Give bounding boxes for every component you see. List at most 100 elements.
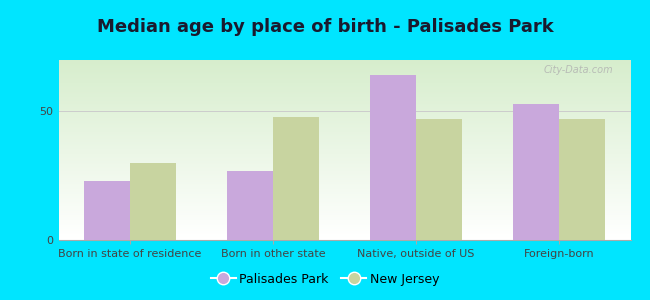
Bar: [58, 186, 630, 187]
Bar: [58, 184, 630, 185]
Bar: [58, 203, 630, 204]
Bar: [58, 220, 630, 221]
Bar: [58, 207, 630, 208]
Bar: [58, 162, 630, 163]
Bar: [58, 209, 630, 210]
Bar: [58, 118, 630, 119]
Bar: [58, 61, 630, 62]
Bar: [58, 151, 630, 152]
Bar: [58, 164, 630, 165]
Bar: [58, 130, 630, 131]
Bar: [58, 124, 630, 125]
Bar: [58, 81, 630, 82]
Bar: [58, 135, 630, 136]
Bar: [130, 163, 176, 240]
Bar: [58, 122, 630, 123]
Bar: [58, 64, 630, 65]
Bar: [273, 117, 318, 240]
Bar: [58, 219, 630, 220]
Bar: [58, 84, 630, 85]
Bar: [58, 94, 630, 95]
Bar: [58, 154, 630, 155]
Bar: [58, 155, 630, 156]
Bar: [58, 132, 630, 133]
Bar: [58, 221, 630, 222]
Bar: [58, 159, 630, 160]
Bar: [58, 153, 630, 154]
Bar: [58, 120, 630, 121]
Bar: [58, 139, 630, 140]
Bar: [58, 104, 630, 105]
Bar: [58, 72, 630, 73]
Bar: [58, 229, 630, 230]
Bar: [58, 148, 630, 149]
Bar: [58, 113, 630, 114]
Bar: [58, 93, 630, 94]
Bar: [58, 108, 630, 109]
Bar: [58, 129, 630, 130]
Bar: [58, 123, 630, 124]
Bar: [58, 78, 630, 79]
Bar: [58, 138, 630, 139]
Bar: [58, 194, 630, 195]
Bar: [514, 104, 559, 240]
Bar: [58, 71, 630, 72]
Bar: [58, 90, 630, 91]
Bar: [58, 119, 630, 120]
Bar: [58, 201, 630, 202]
Bar: [58, 195, 630, 196]
Bar: [58, 228, 630, 229]
Bar: [58, 197, 630, 198]
Bar: [58, 143, 630, 144]
Bar: [58, 205, 630, 206]
Bar: [58, 89, 630, 90]
Bar: [58, 183, 630, 184]
Bar: [559, 119, 604, 240]
Bar: [58, 176, 630, 177]
Bar: [58, 227, 630, 228]
Bar: [58, 202, 630, 203]
Bar: [58, 140, 630, 141]
Bar: [58, 233, 630, 234]
Bar: [58, 118, 630, 119]
Bar: [84, 181, 130, 240]
Bar: [58, 141, 630, 142]
Bar: [58, 150, 630, 151]
Bar: [58, 217, 630, 218]
Bar: [58, 230, 630, 231]
Bar: [58, 226, 630, 227]
Bar: [58, 218, 630, 219]
Bar: [58, 169, 630, 170]
Bar: [58, 137, 630, 138]
Bar: [58, 173, 630, 174]
Bar: [58, 234, 630, 235]
Bar: [58, 107, 630, 108]
Bar: [58, 134, 630, 135]
Bar: [58, 189, 630, 190]
Bar: [58, 213, 630, 214]
Bar: [58, 178, 630, 179]
Bar: [58, 62, 630, 63]
Bar: [58, 106, 630, 107]
Bar: [58, 92, 630, 93]
Bar: [58, 172, 630, 173]
Bar: [58, 238, 630, 239]
Bar: [58, 214, 630, 215]
Bar: [58, 85, 630, 86]
Bar: [58, 100, 630, 101]
Bar: [58, 103, 630, 104]
Bar: [58, 102, 630, 103]
Text: Median age by place of birth - Palisades Park: Median age by place of birth - Palisades…: [97, 18, 553, 36]
Bar: [58, 200, 630, 201]
Bar: [58, 126, 630, 127]
Bar: [58, 239, 630, 240]
Bar: [58, 74, 630, 75]
Bar: [58, 231, 630, 232]
Bar: [58, 152, 630, 153]
Bar: [58, 121, 630, 122]
Bar: [58, 179, 630, 180]
Bar: [58, 204, 630, 205]
Bar: [58, 136, 630, 137]
Bar: [58, 166, 630, 167]
Bar: [58, 77, 630, 78]
